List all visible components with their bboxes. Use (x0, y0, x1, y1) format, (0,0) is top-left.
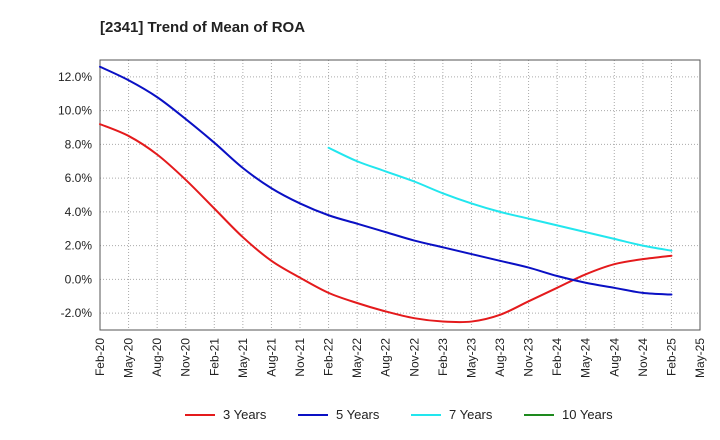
y-tick-label: 4.0% (65, 205, 93, 219)
x-tick-label: Nov-24 (636, 338, 650, 377)
series-line-5-years (99, 65, 673, 296)
x-tick-label: Aug-20 (150, 338, 164, 377)
x-tick-label: Feb-23 (436, 338, 450, 376)
legend: 3 Years 5 Years 7 Years 10 Years (185, 407, 613, 422)
series-line-3-years (99, 123, 673, 324)
x-tick-label: Feb-25 (664, 338, 678, 376)
y-tick-label: 0.0% (65, 272, 93, 286)
plot-frame (99, 59, 701, 331)
x-tick-label: Nov-22 (407, 338, 421, 377)
x-tick-label: May-24 (579, 338, 593, 378)
plot-area: -2.0% 0.0% 2.0% 4.0% 6.0% 8.0% 10.0% 12.0% Feb-2… (58, 59, 707, 378)
x-tick-label: May-22 (350, 338, 364, 378)
x-tick-label: Aug-24 (607, 338, 621, 377)
y-tick-label: 8.0% (65, 137, 93, 151)
x-tick-label: May-23 (464, 338, 478, 378)
legend-label-5-years: 5 Years (336, 407, 380, 422)
x-tick-label: Nov-23 (522, 338, 536, 377)
y-tick-label: 6.0% (65, 171, 93, 185)
x-tick-label: Aug-23 (493, 338, 507, 377)
x-tick-label: May-25 (693, 338, 707, 378)
x-tick-label: Aug-21 (264, 338, 278, 377)
x-tick-label: May-20 (122, 338, 136, 378)
legend-label-7-years: 7 Years (449, 407, 493, 422)
x-tick-label: Feb-22 (322, 338, 336, 376)
series-line-7-years (327, 146, 673, 252)
x-tick-label: Feb-24 (550, 338, 564, 376)
y-tick-label: 12.0% (58, 70, 92, 84)
x-tick-label: Feb-21 (207, 338, 221, 376)
x-tick-label: Nov-20 (179, 338, 193, 377)
chart-title: [2341] Trend of Mean of ROA (100, 19, 305, 36)
x-tick-label: Feb-20 (93, 338, 107, 376)
x-tick-label: May-21 (236, 338, 250, 378)
legend-label-10-years: 10 Years (562, 407, 613, 422)
y-tick-label: 2.0% (65, 239, 93, 253)
y-tick-label: -2.0% (61, 306, 93, 320)
plot-background (100, 60, 700, 330)
x-tick-label: Nov-21 (293, 338, 307, 377)
legend-label-3-years: 3 Years (223, 407, 267, 422)
x-tick-label: Aug-22 (379, 338, 393, 377)
y-tick-label: 10.0% (58, 104, 92, 118)
